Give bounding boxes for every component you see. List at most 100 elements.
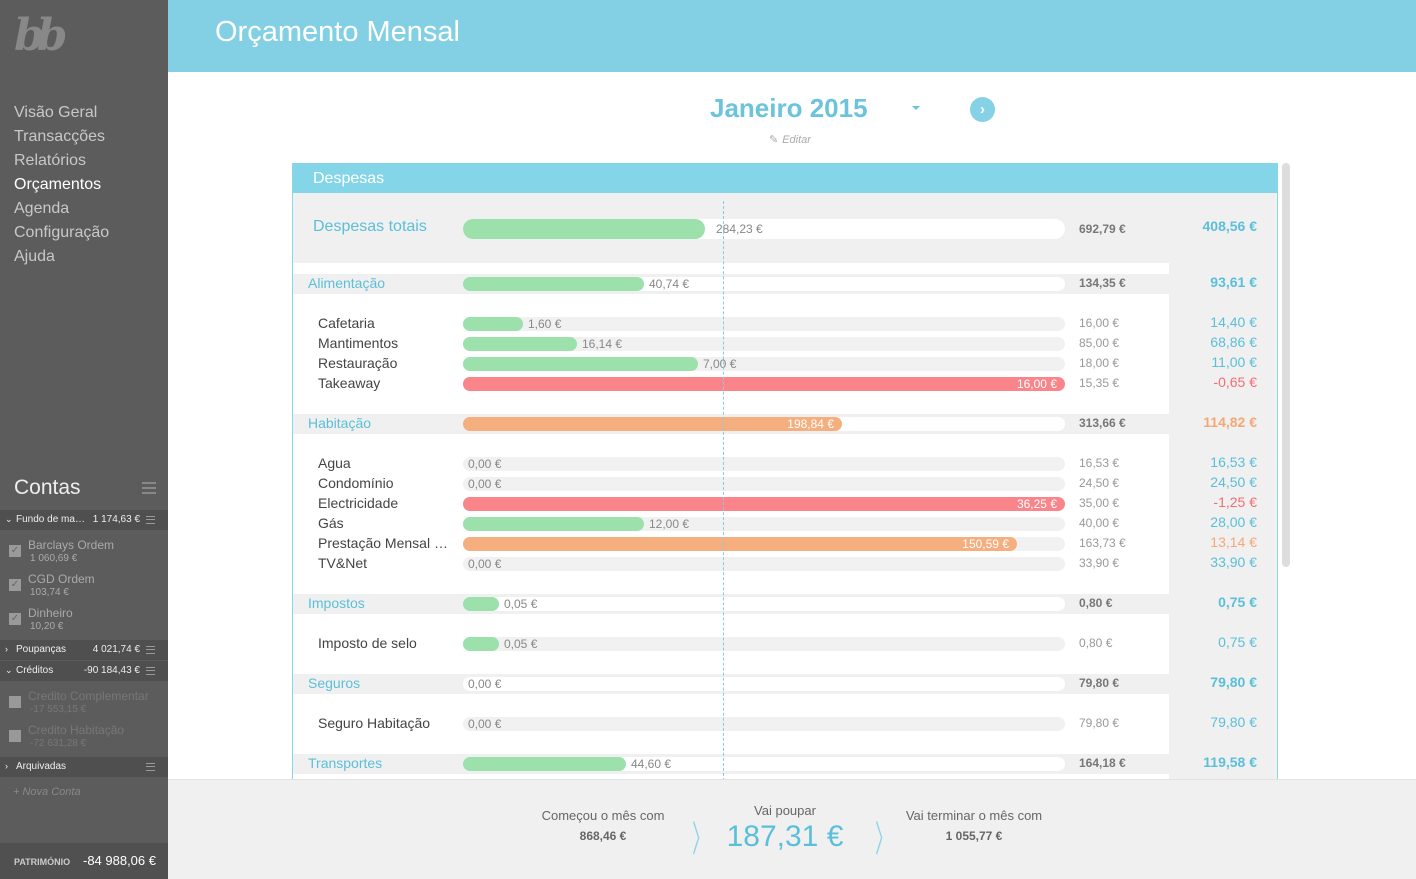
subcategory-name: Mantimentos (318, 335, 399, 351)
budget-amount: 163,73 € (1079, 536, 1126, 550)
total-remaining-cell: 408,56 € (1169, 193, 1277, 263)
page-header: Orçamento Mensal (168, 0, 1416, 72)
subcategory-row[interactable]: Gás 12,00 € 40,00 € 28,00 € (293, 514, 1277, 534)
progress-track (463, 757, 1065, 771)
progress-fill (463, 757, 626, 771)
checkbox-icon[interactable] (9, 730, 21, 742)
spent-amount: 36,25 € (1016, 497, 1057, 511)
group-name: Arquivadas (16, 761, 67, 772)
list-icon[interactable] (142, 482, 156, 494)
account-name: Credito Complementar (28, 689, 149, 703)
chevron-right-icon: 〉 (692, 818, 711, 859)
spent-amount: 0,00 € (468, 457, 502, 471)
nav-transaccoes[interactable]: Transacções (14, 128, 105, 145)
progress-fill (463, 277, 644, 291)
budget-amount: 85,00 € (1079, 336, 1120, 350)
nav-configuracao[interactable]: Configuração (14, 224, 110, 241)
month-selector[interactable]: Janeiro 2015 (710, 93, 868, 123)
new-account-link[interactable]: + Nova Conta (13, 786, 81, 798)
caret-down-icon[interactable] (912, 106, 920, 110)
subcategory-row[interactable]: Cafetaria 1,60 € 16,00 € 14,40 € (293, 314, 1277, 334)
subcategory-row[interactable]: Mantimentos 16,14 € 85,00 € 68,86 € (293, 334, 1277, 354)
list-icon[interactable] (146, 667, 155, 675)
save-value: 187,31 € (726, 820, 844, 853)
budget-amount: 79,80 € (1079, 676, 1120, 690)
subcategory-name: Restauração (318, 355, 398, 371)
edit-budget-link[interactable]: ✎ Editar (769, 133, 811, 146)
budget-amount: 16,53 € (1079, 456, 1120, 470)
spent-amount: 1,60 € (528, 317, 562, 331)
remaining-amount: 28,00 € (1210, 514, 1257, 530)
chevron-right-icon: › (980, 101, 985, 118)
checkbox-icon[interactable]: ✓ (9, 545, 21, 557)
nav-visao-geral[interactable]: Visão Geral (14, 104, 98, 121)
list-icon[interactable] (146, 763, 155, 771)
spent-amount: 0,05 € (504, 637, 538, 651)
budget-amount: 33,90 € (1079, 556, 1120, 570)
progress-track (463, 597, 1065, 611)
subcategory-name: Agua (318, 455, 351, 471)
progress-track (463, 477, 1065, 491)
group-value: -90 184,43 € (83, 665, 140, 676)
account-group-poupancas[interactable]: › Poupanças 4 021,74 € (0, 640, 168, 660)
subcategory-row[interactable]: Restauração 7,00 € 18,00 € 11,00 € (293, 354, 1277, 374)
progress-fill (463, 517, 644, 531)
account-group-fundo[interactable]: ⌄ Fundo de man... 1 174,63 € (0, 510, 168, 530)
account-credito-complementar[interactable]: Credito Complementar -17 553,15 € (0, 685, 168, 719)
scrollbar[interactable] (1282, 163, 1290, 567)
checkbox-icon[interactable]: ✓ (9, 579, 21, 591)
category-row[interactable]: Transportes 44,60 € 164,18 € 119,58 € (293, 754, 1277, 774)
account-barclays[interactable]: ✓ Barclays Ordem 1 060,69 € (0, 534, 168, 568)
next-month-button[interactable]: › (970, 97, 995, 122)
category-row[interactable]: Alimentação 40,74 € 134,35 € 93,61 € (293, 274, 1277, 294)
nav-relatorios[interactable]: Relatórios (14, 152, 87, 169)
savings: Vai poupar 187,31 € (705, 803, 865, 854)
main-nav: Visão Geral Transacções Relatórios Orçam… (14, 101, 109, 269)
total-label: Despesas totais (313, 218, 427, 235)
budget-amount: 0,80 € (1079, 636, 1113, 650)
category-row[interactable]: Impostos 0,05 € 0,80 € 0,75 € (293, 594, 1277, 614)
list-icon[interactable] (146, 646, 155, 654)
budget-amount: 35,00 € (1079, 496, 1120, 510)
summary-footer: Começou o mês com 868,46 € 〉 Vai poupar … (168, 779, 1416, 879)
app-logo[interactable]: bb (14, 10, 67, 61)
subcategory-row[interactable]: Prestação Mensal (... 150,59 € 163,73 € 13,… (293, 534, 1277, 554)
nav-agenda[interactable]: Agenda (14, 200, 70, 217)
subcategory-row[interactable]: Takeaway 16,00 € 15,35 € -0,65 € (293, 374, 1277, 394)
subcategory-row[interactable]: Imposto de selo 0,05 € 0,80 € 0,75 € (293, 634, 1277, 654)
account-dinheiro[interactable]: ✓ Dinheiro 10,20 € (0, 602, 168, 636)
list-icon[interactable] (146, 516, 155, 524)
subcategory-row[interactable]: Agua 0,00 € 16,53 € 16,53 € (293, 454, 1277, 474)
account-credito-habitacao[interactable]: Credito Habitação -72 631,28 € (0, 719, 168, 753)
subcategory-row[interactable]: Seguro Habitação 0,00 € 79,80 € 79,80 € (293, 714, 1277, 734)
progress-track (463, 557, 1065, 571)
remaining-amount: 13,14 € (1210, 534, 1257, 550)
pencil-icon: ✎ (769, 134, 779, 146)
remaining-amount: 68,86 € (1210, 334, 1257, 350)
account-cgd[interactable]: ✓ CGD Ordem 103,74 € (0, 568, 168, 602)
total-spent: 284,23 € (716, 222, 763, 236)
net-worth-value: -84 988,06 € (82, 853, 156, 868)
nav-orcamentos[interactable]: Orçamentos (14, 176, 102, 193)
remaining-amount: 14,40 € (1210, 314, 1257, 330)
category-row[interactable]: Habitação 198,84 € 313,66 € 114,82 € (293, 414, 1277, 434)
checkbox-icon[interactable] (9, 696, 21, 708)
category-name: Transportes (308, 755, 383, 771)
nav-ajuda[interactable]: Ajuda (14, 248, 55, 265)
remaining-amount: 11,00 € (1211, 354, 1257, 370)
subcategory-row[interactable]: TV&Net 0,00 € 33,90 € 33,90 € (293, 554, 1277, 574)
category-name: Seguros (308, 675, 361, 691)
progress-track (463, 717, 1065, 731)
budget-amount: 79,80 € (1079, 716, 1120, 730)
checkbox-icon[interactable]: ✓ (9, 613, 21, 625)
group-name: Fundo de man... (16, 514, 88, 525)
subcategory-name: Cafetaria (318, 315, 375, 331)
account-group-arquivadas[interactable]: › Arquivadas (0, 757, 168, 777)
account-group-creditos[interactable]: ⌄ Créditos -90 184,43 € (0, 661, 168, 681)
start-label: Começou o mês com (541, 808, 665, 823)
subcategory-row[interactable]: Condomínio 0,00 € 24,50 € 24,50 € (293, 474, 1277, 494)
progress-fill (463, 377, 1065, 391)
category-row[interactable]: Seguros 0,00 € 79,80 € 79,80 € (293, 674, 1277, 694)
progress-fill (463, 337, 577, 351)
subcategory-row[interactable]: Electricidade 36,25 € 35,00 € -1,25 € (293, 494, 1277, 514)
